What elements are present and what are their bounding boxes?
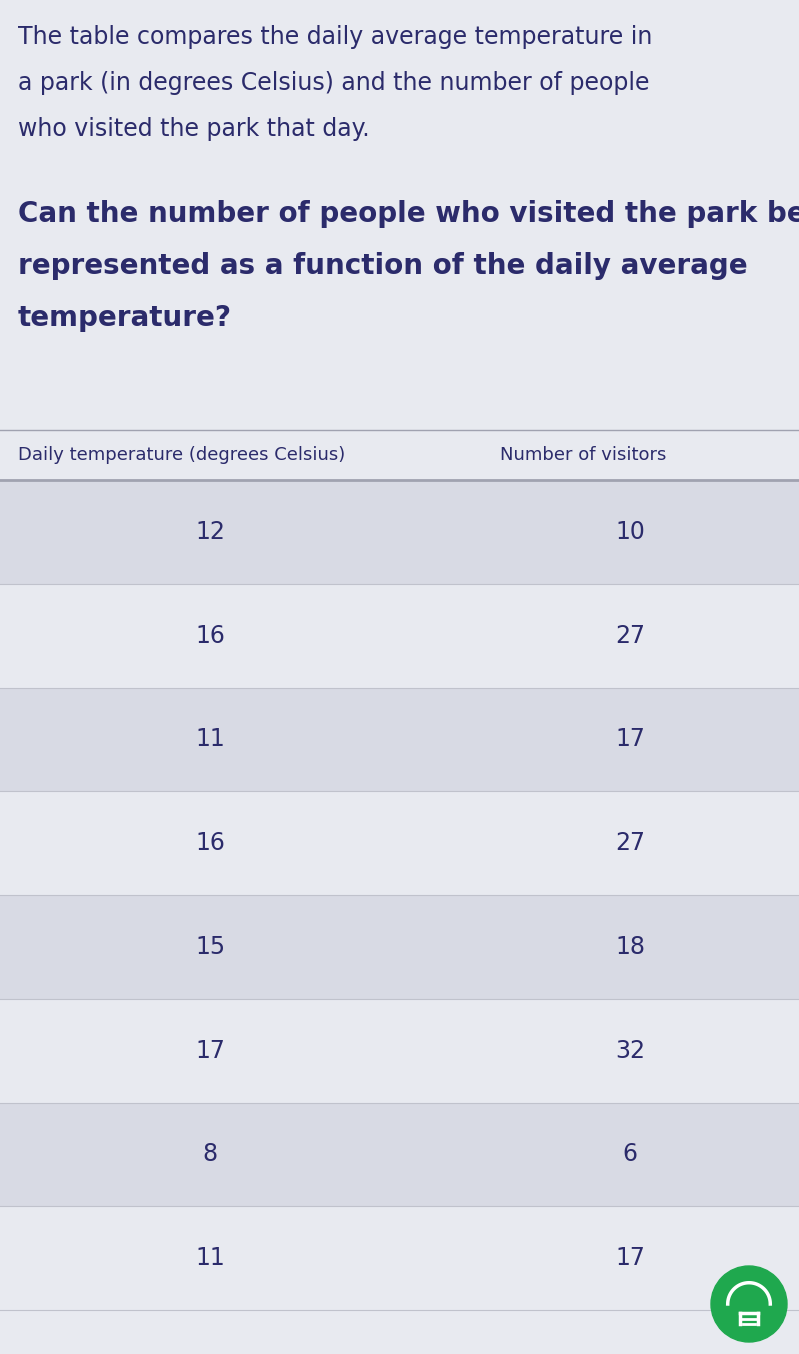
Bar bbox=[0, 895, 799, 999]
Text: 10: 10 bbox=[615, 520, 645, 544]
Bar bbox=[0, 791, 799, 895]
Text: Can the number of people who visited the park be: Can the number of people who visited the… bbox=[18, 200, 799, 227]
Circle shape bbox=[711, 1266, 787, 1342]
Bar bbox=[0, 481, 799, 584]
Text: 18: 18 bbox=[615, 934, 645, 959]
Text: temperature?: temperature? bbox=[18, 305, 232, 332]
Text: 8: 8 bbox=[202, 1143, 217, 1166]
Text: represented as a function of the daily average: represented as a function of the daily a… bbox=[18, 252, 748, 280]
Text: 16: 16 bbox=[195, 624, 225, 647]
Text: 27: 27 bbox=[615, 831, 645, 856]
Text: Number of visitors: Number of visitors bbox=[500, 445, 666, 464]
Text: 32: 32 bbox=[615, 1039, 645, 1063]
Bar bbox=[0, 1102, 799, 1206]
Text: 12: 12 bbox=[195, 520, 225, 544]
Text: 27: 27 bbox=[615, 624, 645, 647]
Text: 11: 11 bbox=[195, 1246, 225, 1270]
Bar bbox=[0, 584, 799, 688]
Text: 15: 15 bbox=[195, 934, 225, 959]
Text: 11: 11 bbox=[195, 727, 225, 751]
Text: 6: 6 bbox=[622, 1143, 638, 1166]
Text: The table compares the daily average temperature in: The table compares the daily average tem… bbox=[18, 24, 652, 49]
Bar bbox=[0, 999, 799, 1102]
Text: 17: 17 bbox=[195, 1039, 225, 1063]
Text: 17: 17 bbox=[615, 727, 645, 751]
Bar bbox=[0, 1206, 799, 1311]
Bar bbox=[0, 688, 799, 791]
Text: Daily temperature (degrees Celsius): Daily temperature (degrees Celsius) bbox=[18, 445, 345, 464]
Text: who visited the park that day.: who visited the park that day. bbox=[18, 116, 370, 141]
Text: 17: 17 bbox=[615, 1246, 645, 1270]
Text: a park (in degrees Celsius) and the number of people: a park (in degrees Celsius) and the numb… bbox=[18, 70, 650, 95]
Text: 16: 16 bbox=[195, 831, 225, 856]
